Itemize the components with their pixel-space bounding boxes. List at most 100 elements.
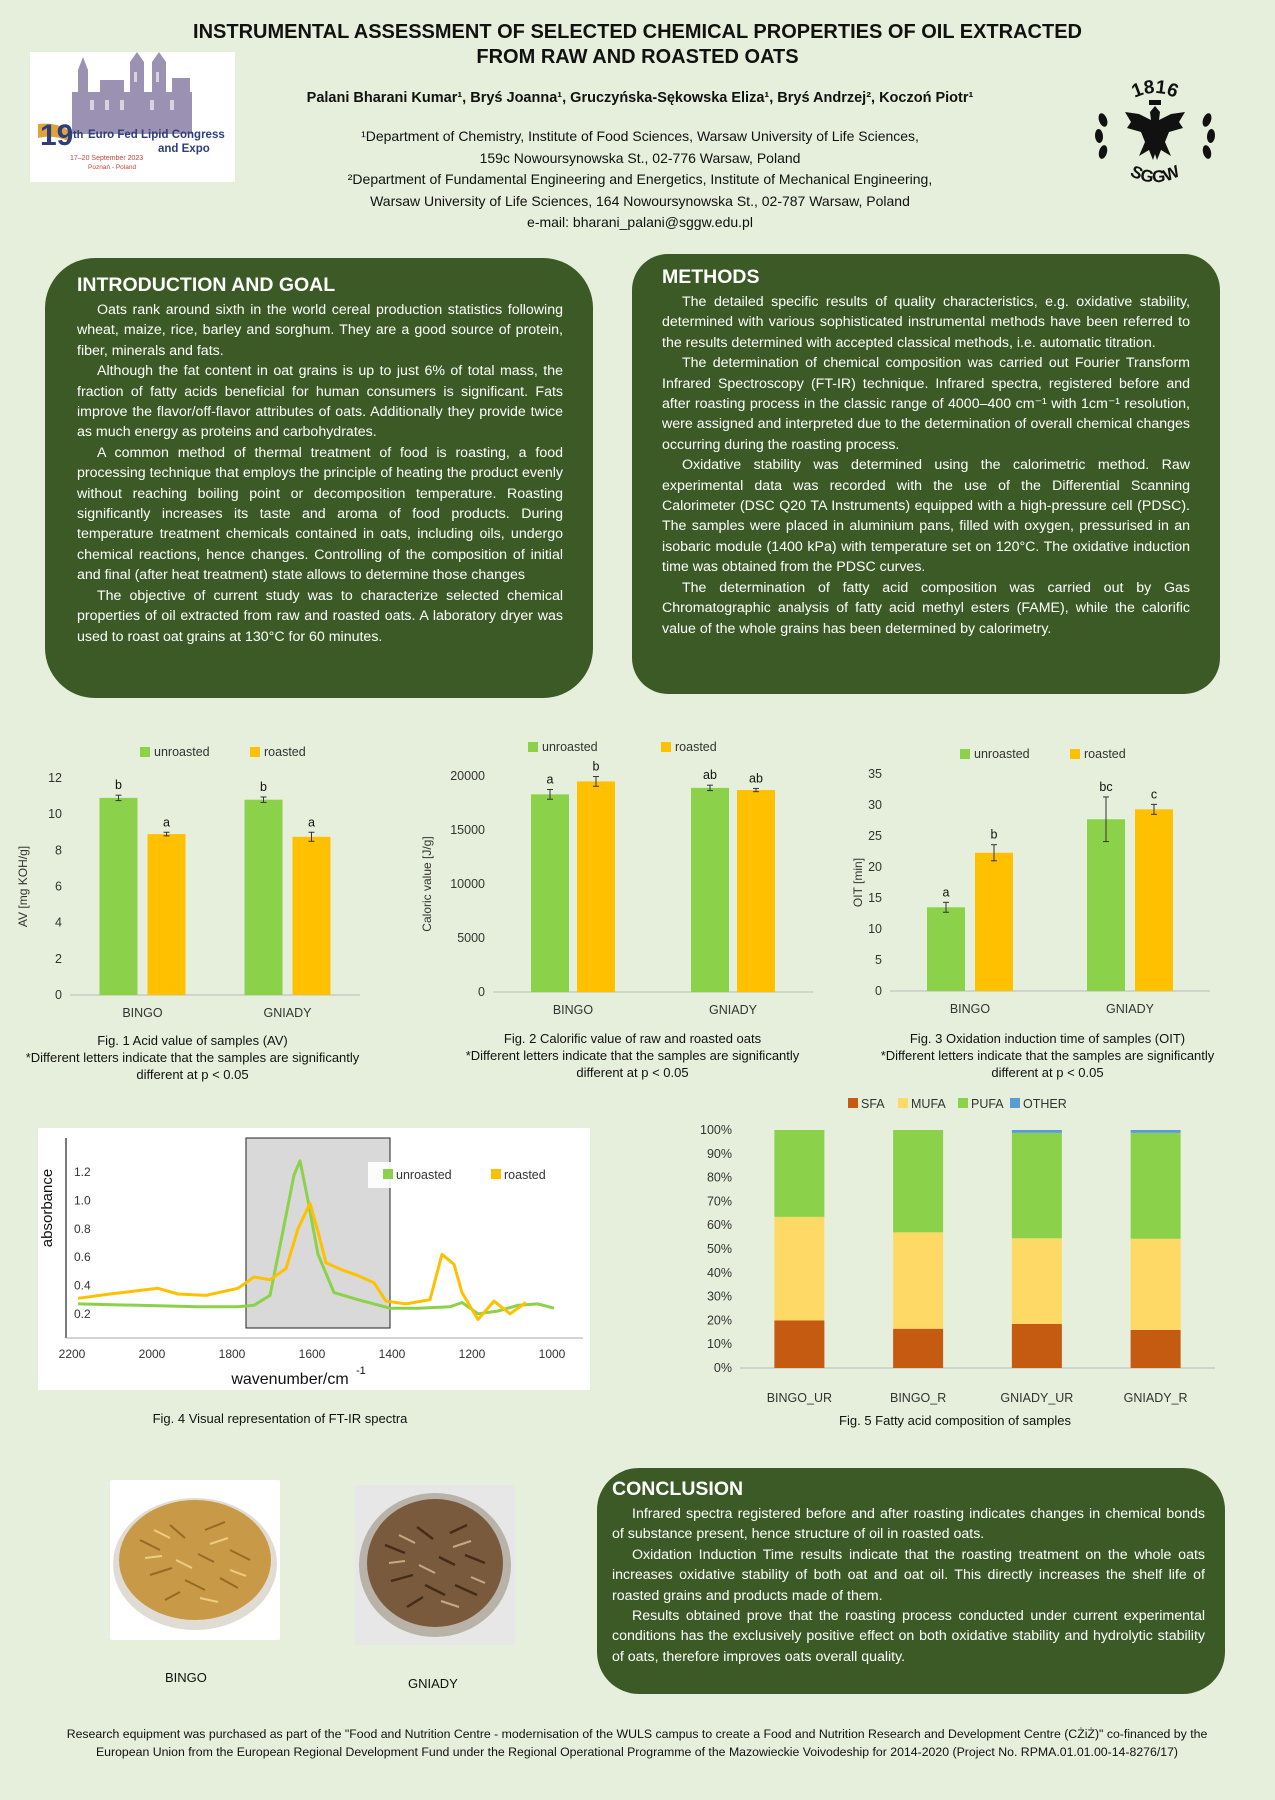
y-tick-label: 15 [868, 891, 882, 905]
legend-label-unroasted: unroasted [154, 745, 210, 759]
congress-name-line-1: Euro Fed Lipid Congress [88, 129, 225, 141]
legend-swatch-roasted [1070, 749, 1080, 759]
conclusion-paragraph: Oxidation Induction Time results indicat… [612, 1546, 1205, 1604]
methods-paragraph: The detailed specific results of quality… [662, 294, 1190, 351]
introduction-heading: INTRODUCTION AND GOAL [77, 274, 336, 296]
y-tick-label: 1.2 [74, 1165, 91, 1179]
y-tick-label: 35 [868, 767, 882, 781]
legend-swatch-roasted [250, 747, 260, 757]
y-tick-label: 10% [707, 1337, 732, 1351]
svg-text:1816: 1816 [1129, 77, 1181, 103]
fig5-caption: Fig. 5 Fatty acid composition of samples [790, 1412, 1120, 1429]
gniady-photo-label: GNIADY [408, 1676, 458, 1691]
bingo-photo-label: BINGO [165, 1670, 207, 1685]
stack-segment-pufa [1130, 1132, 1181, 1239]
fig5-caption-title: Fig. 5 Fatty acid composition of samples [839, 1413, 1071, 1428]
stack-segment-pufa [774, 1130, 825, 1217]
x-tick-label: GNIADY [264, 1006, 313, 1020]
stack-segment-mufa [893, 1232, 944, 1329]
legend-swatch-unroasted [960, 749, 970, 759]
legend-swatch-mufa [898, 1098, 908, 1108]
congress-name-line-2: and Expo [158, 143, 210, 155]
y-tick-label: 4 [55, 916, 62, 930]
y-tick-label: 1.0 [74, 1194, 91, 1208]
introduction-paragraph: A common method of thermal treatment of … [77, 444, 563, 584]
acid-value-chart: 0 2 4 6 8 10 12 AV [mg KOH/g] BINGO b a GNIADY b a unr… [16, 745, 360, 1020]
legend-swatch-unroasted [140, 747, 150, 757]
x-tick-label: BINGO [950, 1002, 991, 1016]
y-tick-label: 40% [707, 1266, 732, 1280]
fig2-caption-note: different at p < 0.05 [576, 1065, 689, 1080]
eagle-emblem-icon: 1816 SGGW [1094, 77, 1216, 187]
y-tick-label: 50% [707, 1242, 732, 1256]
stack-segment-pufa [1011, 1132, 1062, 1239]
y-tick-label: 20 [868, 860, 882, 874]
x-tick-label: GNIADY_R [1124, 1391, 1188, 1405]
y-axis-label: absorbance [39, 1169, 56, 1247]
y-tick-label: 30 [868, 798, 882, 812]
congress-superscript: th [73, 129, 84, 141]
svg-text:SGGW: SGGW [1128, 161, 1184, 186]
y-tick-label: 12 [48, 771, 62, 785]
significance-letter: a [308, 815, 315, 829]
affiliation-line: 159c Nowoursynowska St., 02-776 Warsaw, … [479, 149, 801, 166]
bar-unroasted-gniady [244, 799, 283, 995]
legend-label-roasted: roasted [1084, 747, 1126, 761]
y-tick-label: 15000 [450, 823, 485, 837]
y-axis-label: OIT [min] [851, 858, 865, 907]
significance-letter: a [163, 815, 170, 829]
oit-chart: 0 5 10 15 20 25 30 35 OIT [min] BINGO a b GNIADY bc c u… [851, 747, 1210, 1016]
legend-label-pufa: PUFA [971, 1097, 1004, 1111]
contact-email: e-mail: bharani_palani@sggw.edu.pl [527, 214, 753, 231]
legend-label-unroasted: unroasted [396, 1168, 452, 1182]
x-tick-label: GNIADY [709, 1003, 758, 1017]
y-tick-label: 20000 [450, 769, 485, 783]
affiliation-line: Warsaw University of Life Sciences, 164 … [370, 192, 910, 209]
stack-segment-pufa [893, 1130, 944, 1233]
y-tick-label: 6 [55, 880, 62, 894]
significance-letter: a [943, 885, 950, 899]
methods-heading: METHODS [662, 266, 760, 288]
conclusion-heading: CONCLUSION [612, 1478, 744, 1500]
bar-roasted-bingo [975, 852, 1013, 991]
x-tick-label: 1800 [219, 1347, 246, 1361]
conclusion-paragraph: Results obtained prove that the roasting… [612, 1608, 1205, 1665]
fig2-caption: Fig. 2 Calorific value of raw and roaste… [440, 1030, 825, 1081]
legend-label-roasted: roasted [504, 1168, 546, 1182]
legend-swatch-other [1010, 1098, 1020, 1108]
y-tick-label: 5 [875, 953, 882, 967]
fig1-caption: Fig. 1 Acid value of samples (AV) *Diffe… [0, 1032, 385, 1083]
y-tick-label: 100% [700, 1123, 732, 1137]
fig3-caption: Fig. 3 Oxidation induction time of sampl… [855, 1030, 1240, 1081]
x-tick-label: BINGO_UR [767, 1391, 832, 1405]
x-tick-label: 1400 [379, 1347, 406, 1361]
x-tick-label: 1600 [299, 1347, 326, 1361]
affiliation-line: ²Department of Fundamental Engineering a… [347, 171, 933, 188]
fig2-caption-title: Fig. 2 Calorific value of raw and roaste… [503, 1031, 762, 1046]
significance-letter: b [115, 778, 122, 792]
legend-swatch-roasted [491, 1169, 501, 1179]
bar-unroasted-bingo [927, 907, 965, 991]
x-tick-label: 2200 [59, 1347, 86, 1361]
legend-label-unroasted: unroasted [974, 747, 1030, 761]
fig1-caption-note: different at p < 0.05 [136, 1067, 249, 1082]
stack-segment-sfa [1011, 1323, 1062, 1368]
stack-segment-other [1011, 1130, 1062, 1133]
y-tick-label: 10000 [450, 877, 485, 891]
y-tick-label: 25 [868, 829, 882, 843]
y-tick-label: 0.2 [74, 1307, 91, 1321]
title-line-2: FROM RAW AND ROASTED OATS [476, 46, 799, 68]
y-tick-label: 30% [707, 1290, 732, 1304]
congress-place: Poznań - Poland [88, 164, 136, 171]
fig1-caption-note: *Different letters indicate that the sam… [25, 1050, 360, 1065]
y-tick-label: 0.4 [74, 1279, 91, 1293]
ftir-spectra-chart: 0.2 0.4 0.6 0.8 1.0 1.2 2200 2000 1800 1600 1400 12… [38, 1128, 590, 1390]
title-line-1: INSTRUMENTAL ASSESSMENT OF SELECTED CHEM… [193, 21, 1082, 43]
significance-letter: ab [703, 768, 717, 782]
y-tick-label: 80% [707, 1171, 732, 1185]
gniady-oats-photo [355, 1485, 515, 1645]
x-tick-label: 1000 [539, 1347, 566, 1361]
bar-unroasted-bingo [99, 797, 138, 995]
x-axis-label: wavenumber/cm [230, 1371, 348, 1388]
affiliation-line: ¹Department of Chemistry, Institute of F… [361, 128, 919, 144]
